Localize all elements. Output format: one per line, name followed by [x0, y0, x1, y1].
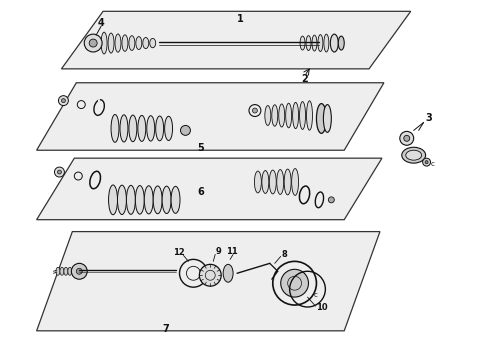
Ellipse shape: [129, 115, 137, 142]
Ellipse shape: [292, 168, 298, 195]
Ellipse shape: [56, 267, 60, 275]
Ellipse shape: [68, 267, 72, 275]
Ellipse shape: [277, 170, 284, 194]
Circle shape: [422, 158, 431, 166]
Ellipse shape: [317, 104, 326, 133]
Ellipse shape: [307, 101, 313, 130]
Ellipse shape: [270, 170, 276, 194]
Circle shape: [425, 161, 428, 164]
Circle shape: [54, 167, 64, 177]
Text: 9: 9: [215, 247, 221, 256]
Text: 2: 2: [301, 74, 308, 84]
Polygon shape: [37, 231, 380, 331]
Ellipse shape: [138, 116, 146, 141]
Text: 3: 3: [425, 113, 432, 123]
Ellipse shape: [293, 102, 298, 129]
Ellipse shape: [122, 35, 128, 51]
Ellipse shape: [153, 186, 162, 214]
Text: 6: 6: [197, 187, 204, 197]
Ellipse shape: [286, 103, 292, 128]
Circle shape: [400, 131, 414, 145]
Ellipse shape: [402, 147, 426, 163]
Circle shape: [61, 99, 65, 103]
Ellipse shape: [262, 171, 269, 193]
Polygon shape: [61, 11, 411, 69]
Ellipse shape: [265, 105, 271, 125]
Ellipse shape: [156, 116, 164, 141]
Ellipse shape: [76, 267, 80, 275]
Ellipse shape: [101, 32, 107, 54]
Circle shape: [404, 135, 410, 141]
Circle shape: [58, 96, 69, 105]
Text: 10: 10: [316, 302, 327, 311]
Circle shape: [89, 39, 97, 47]
Ellipse shape: [150, 39, 156, 48]
Ellipse shape: [115, 34, 121, 52]
Circle shape: [180, 125, 191, 135]
Circle shape: [76, 268, 82, 274]
Ellipse shape: [312, 35, 317, 51]
Ellipse shape: [223, 264, 233, 282]
Ellipse shape: [162, 186, 171, 213]
Ellipse shape: [118, 185, 126, 215]
Ellipse shape: [144, 186, 153, 214]
Text: 11: 11: [226, 247, 238, 256]
Text: 1: 1: [237, 14, 244, 24]
Ellipse shape: [135, 185, 144, 214]
Ellipse shape: [272, 105, 278, 126]
Ellipse shape: [254, 171, 261, 193]
Text: 4: 4: [98, 18, 104, 28]
Ellipse shape: [120, 115, 128, 142]
Text: 12: 12: [172, 248, 184, 257]
Ellipse shape: [109, 185, 118, 215]
Ellipse shape: [111, 114, 119, 142]
Ellipse shape: [299, 102, 306, 129]
Ellipse shape: [129, 36, 135, 50]
Ellipse shape: [136, 37, 142, 50]
Circle shape: [328, 197, 334, 203]
Ellipse shape: [108, 33, 114, 53]
Ellipse shape: [171, 186, 180, 213]
Ellipse shape: [284, 169, 291, 195]
Text: 7: 7: [162, 324, 169, 334]
Ellipse shape: [279, 104, 285, 127]
Ellipse shape: [323, 105, 331, 132]
Ellipse shape: [72, 267, 76, 275]
Circle shape: [252, 108, 257, 113]
Circle shape: [72, 264, 87, 279]
Ellipse shape: [300, 36, 305, 50]
Text: c: c: [314, 292, 318, 298]
Ellipse shape: [60, 267, 64, 275]
Polygon shape: [37, 158, 382, 220]
Ellipse shape: [406, 150, 421, 160]
Ellipse shape: [330, 34, 338, 52]
Ellipse shape: [126, 185, 135, 214]
Text: 5: 5: [197, 143, 204, 153]
Text: 8: 8: [282, 250, 288, 259]
Text: c: c: [431, 161, 435, 167]
Circle shape: [199, 264, 221, 286]
Ellipse shape: [64, 267, 68, 275]
Ellipse shape: [147, 116, 155, 141]
Ellipse shape: [324, 34, 329, 52]
Ellipse shape: [306, 36, 311, 50]
Ellipse shape: [165, 116, 172, 140]
Circle shape: [84, 34, 102, 52]
Ellipse shape: [143, 37, 149, 49]
Circle shape: [281, 269, 309, 297]
Circle shape: [57, 170, 61, 174]
Ellipse shape: [318, 35, 323, 51]
Ellipse shape: [338, 36, 344, 50]
Polygon shape: [37, 83, 384, 150]
